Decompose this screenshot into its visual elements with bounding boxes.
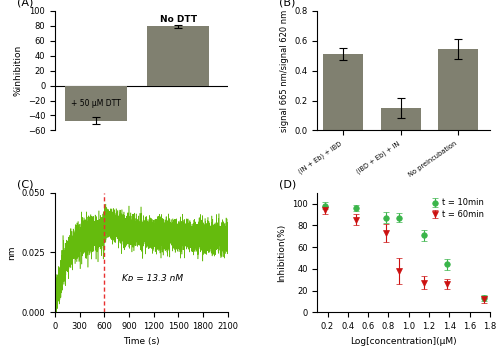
Bar bbox=[380, 108, 421, 130]
Bar bbox=[438, 49, 478, 130]
Text: Kᴅ = 13.3 nM: Kᴅ = 13.3 nM bbox=[122, 274, 184, 283]
Text: (C): (C) bbox=[17, 180, 34, 190]
Y-axis label: signal 665 nm/signal 620 nm: signal 665 nm/signal 620 nm bbox=[280, 9, 289, 132]
Bar bbox=[148, 27, 209, 85]
Legend: t = 10min, t = 60min: t = 10min, t = 60min bbox=[428, 197, 486, 221]
Text: No DTT: No DTT bbox=[160, 15, 197, 24]
Text: (B): (B) bbox=[280, 0, 296, 8]
Bar bbox=[66, 85, 127, 121]
Text: + 50 μM DTT: + 50 μM DTT bbox=[71, 99, 121, 108]
Y-axis label: nm: nm bbox=[7, 245, 16, 260]
Y-axis label: Inhibition(%): Inhibition(%) bbox=[278, 223, 286, 281]
Y-axis label: %inhibition: %inhibition bbox=[13, 45, 22, 96]
Text: (D): (D) bbox=[280, 180, 296, 190]
Bar bbox=[323, 54, 364, 130]
X-axis label: Log[concentration](μM): Log[concentration](μM) bbox=[350, 337, 457, 346]
Text: (A): (A) bbox=[17, 0, 34, 8]
X-axis label: Time (s): Time (s) bbox=[123, 337, 160, 346]
